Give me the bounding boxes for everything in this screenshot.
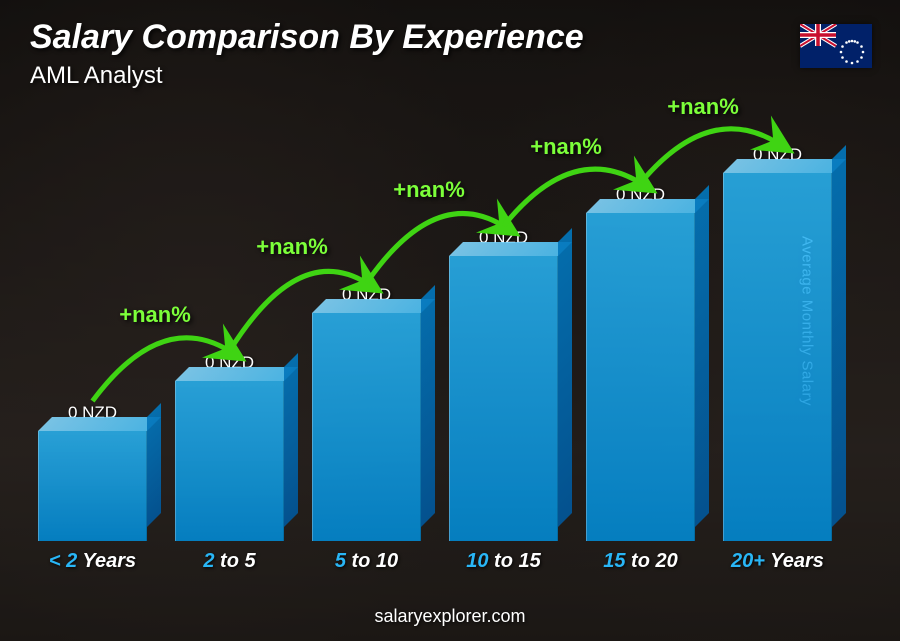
bar-slot: 0 NZD: [449, 228, 558, 541]
bar: [312, 313, 421, 541]
x-axis-label: 15 to 20: [586, 550, 695, 573]
bar: [38, 431, 147, 541]
x-axis-label: < 2 Years: [38, 550, 147, 573]
x-axis-label: 2 to 5: [175, 550, 284, 573]
bar: [586, 213, 695, 541]
footer-attribution: salaryexplorer.com: [0, 606, 900, 627]
bar-chart: 0 NZD0 NZD0 NZD0 NZD0 NZD0 NZD +nan%+nan…: [30, 109, 840, 569]
bar: [449, 256, 558, 541]
x-axis-label: 20+ Years: [723, 550, 832, 573]
chart-subtitle: AML Analyst: [30, 62, 163, 90]
bar-slot: 0 NZD: [38, 403, 147, 541]
bar: [175, 381, 284, 541]
bar-slot: 0 NZD: [175, 353, 284, 541]
bar-slot: 0 NZD: [312, 285, 421, 541]
chart-canvas: Salary Comparison By Experience AML Anal…: [0, 0, 900, 641]
bars-container: 0 NZD 0 NZD 0 NZD 0 NZD 0 NZD 0 NZD: [30, 109, 840, 541]
bar-slot: 0 NZD: [586, 185, 695, 541]
bar: [723, 173, 832, 541]
x-axis-label: 5 to 10: [312, 550, 421, 573]
x-axis-label: 10 to 15: [449, 550, 558, 573]
bar-slot: 0 NZD: [723, 145, 832, 541]
chart-title: Salary Comparison By Experience: [30, 18, 584, 57]
flag-icon: [800, 24, 872, 68]
x-labels: < 2 Years 2 to 5 5 to 10 10 to 15 15 to 20 20…: [30, 550, 840, 573]
